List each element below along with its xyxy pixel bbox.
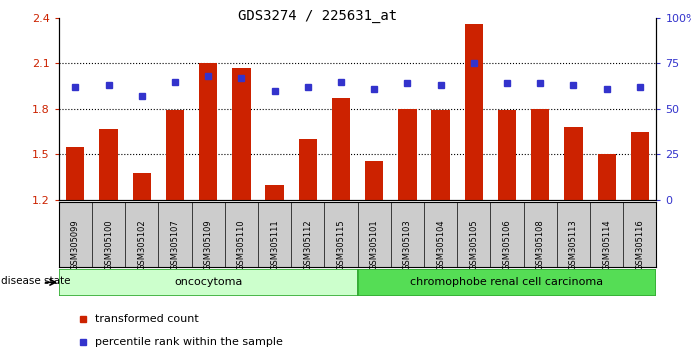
Bar [358,269,656,296]
Text: transformed count: transformed count [95,314,198,324]
Text: chromophobe renal cell carcinoma: chromophobe renal cell carcinoma [410,277,603,287]
Bar [498,110,516,200]
Text: oncocytoma: oncocytoma [174,277,243,287]
Bar [398,109,417,200]
Bar [365,160,384,200]
Bar [565,127,583,200]
Bar [166,110,184,200]
Bar [431,110,450,200]
Bar [332,98,350,200]
Text: disease state: disease state [1,276,71,286]
Bar [464,24,483,200]
Bar [631,132,649,200]
Bar [299,139,317,200]
Bar [232,68,251,200]
Bar [59,269,358,296]
Bar [265,185,284,200]
Bar [133,173,151,200]
Text: percentile rank within the sample: percentile rank within the sample [95,337,283,347]
Bar [598,154,616,200]
Bar [531,109,549,200]
Bar [100,129,117,200]
Text: GDS3274 / 225631_at: GDS3274 / 225631_at [238,9,397,23]
Bar [199,63,217,200]
Bar [66,147,84,200]
